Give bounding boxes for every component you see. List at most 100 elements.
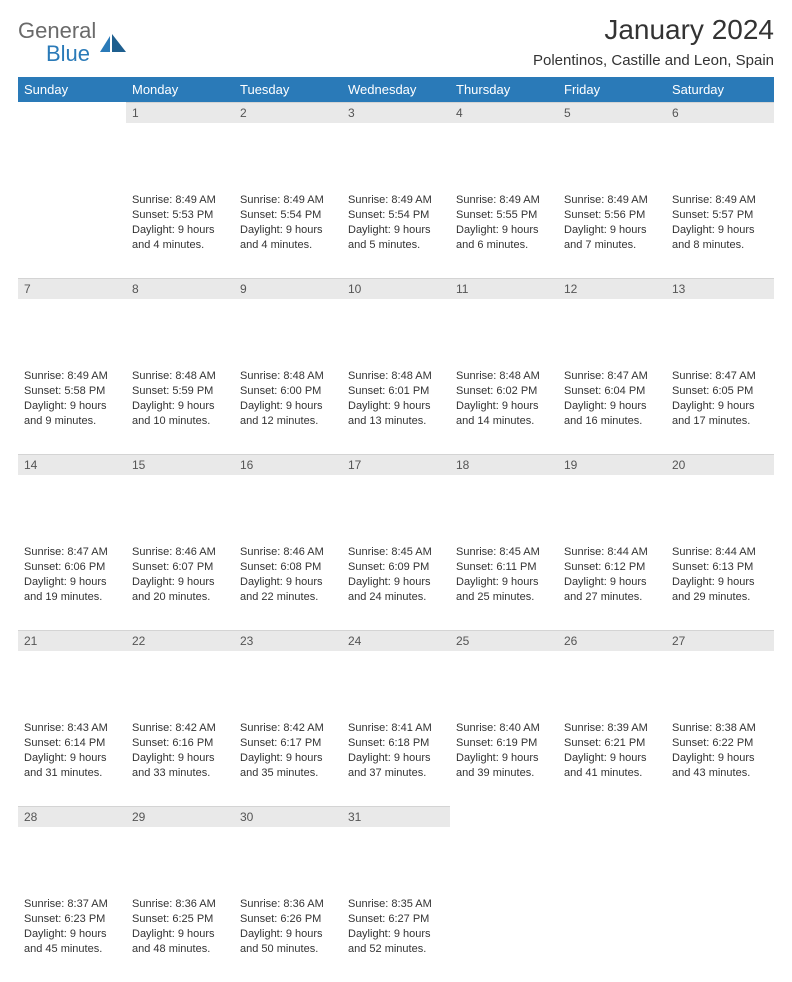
brand-logo: General Blue <box>18 14 126 66</box>
day-number: 10 <box>342 278 450 299</box>
dayname-row: Sunday Monday Tuesday Wednesday Thursday… <box>18 77 774 102</box>
day-cell: Sunrise: 8:43 AMSunset: 6:14 PMDaylight:… <box>18 718 126 806</box>
dayname: Tuesday <box>234 77 342 102</box>
day-number: 13 <box>666 278 774 299</box>
day-cell: Sunrise: 8:47 AMSunset: 6:04 PMDaylight:… <box>558 366 666 454</box>
day-number-cell: 25 <box>450 630 558 718</box>
day-content: Sunrise: 8:49 AMSunset: 5:55 PMDaylight:… <box>450 190 558 258</box>
week-daynum-row: 14151617181920 <box>18 454 774 542</box>
day-content: Sunrise: 8:44 AMSunset: 6:13 PMDaylight:… <box>666 542 774 610</box>
dayname: Wednesday <box>342 77 450 102</box>
day-number-cell <box>450 806 558 894</box>
day-number-cell: 16 <box>234 454 342 542</box>
day-cell <box>666 894 774 982</box>
day-number-cell <box>558 806 666 894</box>
day-number-cell: 12 <box>558 278 666 366</box>
day-number: 18 <box>450 454 558 475</box>
day-number: 3 <box>342 102 450 123</box>
day-number-cell: 19 <box>558 454 666 542</box>
day-content: Sunrise: 8:48 AMSunset: 6:01 PMDaylight:… <box>342 366 450 434</box>
week-content-row: Sunrise: 8:49 AMSunset: 5:58 PMDaylight:… <box>18 366 774 454</box>
location: Polentinos, Castille and Leon, Spain <box>533 52 774 69</box>
day-number-cell: 27 <box>666 630 774 718</box>
day-cell: Sunrise: 8:40 AMSunset: 6:19 PMDaylight:… <box>450 718 558 806</box>
day-number: 1 <box>126 102 234 123</box>
day-number: 11 <box>450 278 558 299</box>
day-content: Sunrise: 8:38 AMSunset: 6:22 PMDaylight:… <box>666 718 774 786</box>
day-number-cell: 24 <box>342 630 450 718</box>
day-number-cell: 3 <box>342 102 450 190</box>
week-content-row: Sunrise: 8:47 AMSunset: 6:06 PMDaylight:… <box>18 542 774 630</box>
day-content: Sunrise: 8:48 AMSunset: 5:59 PMDaylight:… <box>126 366 234 434</box>
day-number-cell: 8 <box>126 278 234 366</box>
day-number: 12 <box>558 278 666 299</box>
brand-word2: Blue <box>18 41 90 66</box>
day-number: 24 <box>342 630 450 651</box>
day-number: 4 <box>450 102 558 123</box>
day-number-cell: 26 <box>558 630 666 718</box>
day-cell: Sunrise: 8:48 AMSunset: 5:59 PMDaylight:… <box>126 366 234 454</box>
day-cell: Sunrise: 8:49 AMSunset: 5:54 PMDaylight:… <box>342 190 450 278</box>
day-number-cell: 6 <box>666 102 774 190</box>
dayname: Saturday <box>666 77 774 102</box>
day-content: Sunrise: 8:41 AMSunset: 6:18 PMDaylight:… <box>342 718 450 786</box>
day-cell: Sunrise: 8:38 AMSunset: 6:22 PMDaylight:… <box>666 718 774 806</box>
day-cell: Sunrise: 8:47 AMSunset: 6:05 PMDaylight:… <box>666 366 774 454</box>
day-content: Sunrise: 8:46 AMSunset: 6:07 PMDaylight:… <box>126 542 234 610</box>
day-number: 19 <box>558 454 666 475</box>
day-cell: Sunrise: 8:44 AMSunset: 6:13 PMDaylight:… <box>666 542 774 630</box>
calendar-table: Sunday Monday Tuesday Wednesday Thursday… <box>18 77 774 982</box>
day-number-cell: 1 <box>126 102 234 190</box>
day-cell: Sunrise: 8:45 AMSunset: 6:09 PMDaylight:… <box>342 542 450 630</box>
day-cell: Sunrise: 8:47 AMSunset: 6:06 PMDaylight:… <box>18 542 126 630</box>
day-cell: Sunrise: 8:39 AMSunset: 6:21 PMDaylight:… <box>558 718 666 806</box>
day-content: Sunrise: 8:48 AMSunset: 6:00 PMDaylight:… <box>234 366 342 434</box>
day-number-cell: 18 <box>450 454 558 542</box>
week-daynum-row: 21222324252627 <box>18 630 774 718</box>
day-cell: Sunrise: 8:48 AMSunset: 6:02 PMDaylight:… <box>450 366 558 454</box>
day-number-cell: 5 <box>558 102 666 190</box>
week-content-row: Sunrise: 8:37 AMSunset: 6:23 PMDaylight:… <box>18 894 774 982</box>
day-cell: Sunrise: 8:48 AMSunset: 6:01 PMDaylight:… <box>342 366 450 454</box>
day-content: Sunrise: 8:43 AMSunset: 6:14 PMDaylight:… <box>18 718 126 786</box>
week-daynum-row: 78910111213 <box>18 278 774 366</box>
day-content: Sunrise: 8:49 AMSunset: 5:58 PMDaylight:… <box>18 366 126 434</box>
day-number: 21 <box>18 630 126 651</box>
day-number-cell <box>666 806 774 894</box>
day-content: Sunrise: 8:47 AMSunset: 6:05 PMDaylight:… <box>666 366 774 434</box>
dayname: Monday <box>126 77 234 102</box>
day-number-cell: 7 <box>18 278 126 366</box>
day-cell: Sunrise: 8:45 AMSunset: 6:11 PMDaylight:… <box>450 542 558 630</box>
day-number-cell: 30 <box>234 806 342 894</box>
day-cell: Sunrise: 8:36 AMSunset: 6:26 PMDaylight:… <box>234 894 342 982</box>
week-daynum-row: 28293031 <box>18 806 774 894</box>
day-cell: Sunrise: 8:48 AMSunset: 6:00 PMDaylight:… <box>234 366 342 454</box>
day-content: Sunrise: 8:36 AMSunset: 6:25 PMDaylight:… <box>126 894 234 962</box>
day-number: 6 <box>666 102 774 123</box>
day-cell: Sunrise: 8:46 AMSunset: 6:08 PMDaylight:… <box>234 542 342 630</box>
day-content: Sunrise: 8:35 AMSunset: 6:27 PMDaylight:… <box>342 894 450 962</box>
dayname: Thursday <box>450 77 558 102</box>
day-cell: Sunrise: 8:42 AMSunset: 6:17 PMDaylight:… <box>234 718 342 806</box>
day-content: Sunrise: 8:45 AMSunset: 6:11 PMDaylight:… <box>450 542 558 610</box>
day-number: 9 <box>234 278 342 299</box>
day-number-cell: 17 <box>342 454 450 542</box>
day-content: Sunrise: 8:37 AMSunset: 6:23 PMDaylight:… <box>18 894 126 962</box>
day-number: 23 <box>234 630 342 651</box>
day-cell: Sunrise: 8:37 AMSunset: 6:23 PMDaylight:… <box>18 894 126 982</box>
day-content: Sunrise: 8:44 AMSunset: 6:12 PMDaylight:… <box>558 542 666 610</box>
day-cell <box>558 894 666 982</box>
day-cell: Sunrise: 8:49 AMSunset: 5:55 PMDaylight:… <box>450 190 558 278</box>
day-number-cell: 9 <box>234 278 342 366</box>
day-cell: Sunrise: 8:49 AMSunset: 5:53 PMDaylight:… <box>126 190 234 278</box>
day-number: 28 <box>18 806 126 827</box>
day-number-cell: 29 <box>126 806 234 894</box>
day-cell: Sunrise: 8:42 AMSunset: 6:16 PMDaylight:… <box>126 718 234 806</box>
day-cell: Sunrise: 8:49 AMSunset: 5:57 PMDaylight:… <box>666 190 774 278</box>
title-block: January 2024 Polentinos, Castille and Le… <box>533 14 774 69</box>
day-content: Sunrise: 8:49 AMSunset: 5:53 PMDaylight:… <box>126 190 234 258</box>
day-content: Sunrise: 8:36 AMSunset: 6:26 PMDaylight:… <box>234 894 342 962</box>
week-content-row: Sunrise: 8:43 AMSunset: 6:14 PMDaylight:… <box>18 718 774 806</box>
day-content: Sunrise: 8:39 AMSunset: 6:21 PMDaylight:… <box>558 718 666 786</box>
day-number: 29 <box>126 806 234 827</box>
